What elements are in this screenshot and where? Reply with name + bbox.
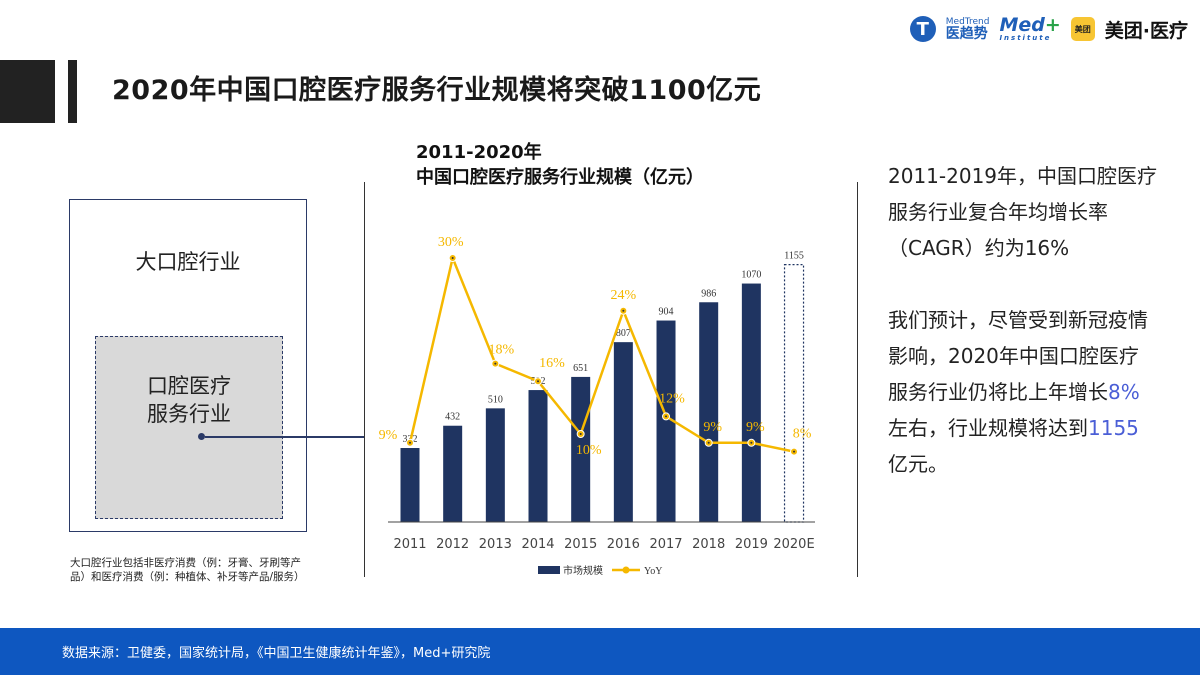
forecast-size-highlight: 1155: [1088, 416, 1139, 440]
medplus-sub: Institute: [999, 34, 1052, 42]
x-tick-label: 2012: [436, 537, 469, 552]
medplus-text: Med: [999, 14, 1045, 36]
divider-left: [364, 182, 365, 577]
footer-bar: [0, 628, 1200, 675]
yoy-label: 10%: [576, 443, 602, 458]
commentary-forecast: 我们预计，尽管受到新冠疫情影响，2020年中国口腔医疗服务行业仍将比上年增长8%…: [888, 302, 1158, 482]
yoy-label: 12%: [659, 391, 685, 406]
bar: [699, 302, 719, 522]
bar-value-label: 432: [445, 412, 460, 423]
x-tick-label: 2014: [521, 537, 554, 552]
commentary: 2011-2019年，中国口腔医疗服务行业复合年均增长率（CAGR）约为16% …: [888, 158, 1158, 518]
medtrend-logo: MedTrend 医趋势: [945, 16, 990, 42]
x-tick-label: 2018: [692, 537, 725, 552]
yoy-label: 8%: [793, 427, 812, 442]
yoy-label: 24%: [611, 288, 637, 303]
bar-value-label: 904: [659, 307, 674, 318]
footnote: 大口腔行业包括非医疗消费（例：牙膏、牙刷等产品）和医疗消费（例：种植体、补牙等产…: [70, 557, 305, 583]
bar-value-label: 651: [573, 363, 588, 374]
bar: [571, 376, 591, 522]
divider-right: [857, 182, 858, 577]
bar: [443, 425, 463, 522]
bar: [613, 342, 633, 522]
bar-value-label: 807: [616, 328, 631, 339]
medtrend-cn: 医趋势: [945, 25, 988, 42]
yoy-point-center: [750, 441, 753, 444]
forecast-text-b: 左右，行业规模将达到: [888, 416, 1088, 440]
yoy-point-center: [409, 441, 411, 444]
meituan-logo-icon: 美团: [1070, 17, 1095, 41]
meituan-logo: 美团·医疗: [1104, 19, 1188, 42]
medtrend-logo-icon: T: [909, 16, 936, 42]
inner-label-line2: 服务行业: [147, 402, 231, 426]
x-tick-label: 2019: [735, 537, 768, 552]
chart-title: 2011-2020年 中国口腔医疗服务行业规模（亿元）: [416, 140, 704, 190]
connector-dot: [198, 433, 205, 440]
yoy-point-center: [537, 380, 540, 383]
yoy-point-center: [665, 415, 668, 418]
industry-outer-box: [69, 199, 307, 532]
yoy-point-center: [707, 441, 710, 444]
forecast-growth-highlight: 8%: [1108, 380, 1140, 404]
bar-value-label: 510: [488, 394, 503, 405]
yoy-label: 18%: [489, 343, 515, 358]
yoy-line: [408, 253, 795, 453]
connector-line: [205, 436, 365, 438]
commentary-cagr: 2011-2019年，中国口腔医疗服务行业复合年均增长率（CAGR）约为16%: [888, 164, 1158, 260]
x-tick-label: 2016: [607, 537, 640, 552]
industry-inner-box: [95, 336, 283, 519]
yoy-point-center: [793, 450, 796, 453]
yoy-label: 9%: [703, 420, 722, 435]
legend-line-marker: [622, 566, 630, 574]
bar: [741, 283, 761, 522]
x-tick-label: 2020E: [773, 537, 814, 552]
legend-line-label: YoY: [644, 566, 662, 577]
bar: [400, 448, 420, 522]
bar: [485, 408, 505, 522]
yoy-label: 9%: [746, 420, 765, 435]
x-tick-label: 2011: [393, 537, 426, 552]
medtrend-en: MedTrend: [945, 16, 990, 27]
yoy-point-center: [622, 309, 625, 312]
yoy-point-center: [579, 433, 582, 435]
bar-value-label: 1070: [741, 270, 761, 281]
x-tick-label: 2017: [649, 537, 682, 552]
bar-value-label: 986: [701, 288, 716, 299]
x-tick-label: 2013: [479, 537, 512, 552]
chart-title-line1: 2011-2020年: [416, 142, 542, 163]
yoy-label: 30%: [438, 235, 464, 250]
inner-industry-label: 口腔医疗 服务行业: [95, 372, 283, 428]
title-decoration-bar: [68, 60, 77, 123]
data-source: 数据来源：卫健委，国家统计局，《中国卫生健康统计年鉴》，Med+研究院: [62, 646, 491, 661]
outer-industry-label: 大口腔行业: [135, 250, 241, 274]
page-title: 2020年中国口腔医疗服务行业规模将突破1100亿元: [112, 75, 762, 106]
yoy-label: 16%: [539, 356, 565, 371]
bar-forecast: [783, 264, 805, 523]
logo-bar: T MedTrend 医趋势 Med+ Institute 美团 美团·医疗: [909, 12, 1188, 46]
bar-value-label: 1155: [784, 251, 804, 262]
forecast-text-c: 亿元。: [888, 452, 948, 476]
chart-title-line2: 中国口腔医疗服务行业规模（亿元）: [416, 167, 704, 188]
legend-bar-label: 市场规模: [563, 564, 603, 577]
title-decoration-square: [0, 60, 55, 123]
bar: [656, 320, 676, 522]
yoy-label: 9%: [379, 428, 398, 443]
yoy-point-center: [494, 362, 497, 365]
bar: [528, 390, 548, 522]
medplus-logo: Med+ Institute: [999, 14, 1061, 42]
legend-bar-swatch: [538, 566, 560, 574]
forecast-text-a: 我们预计，尽管受到新冠疫情影响，2020年中国口腔医疗服务行业仍将比上年增长: [888, 308, 1148, 404]
yoy-point-center: [451, 257, 454, 259]
x-tick-label: 2015: [564, 537, 597, 552]
inner-label-line1: 口腔医疗: [147, 374, 231, 398]
